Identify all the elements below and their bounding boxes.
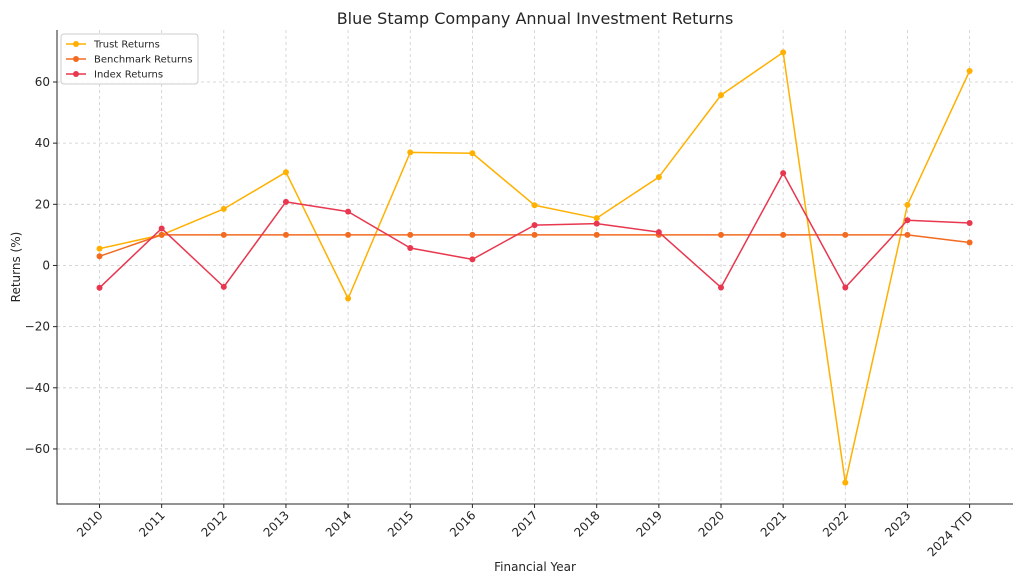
data-point [158,231,165,238]
data-point [966,239,973,246]
data-point [842,284,849,291]
data-point [842,479,849,486]
chart-title: Blue Stamp Company Annual Investment Ret… [337,9,734,28]
y-axis-label: Returns (%) [9,232,23,303]
series-index-returns [96,170,973,291]
grid-layer [57,30,1013,504]
data-point [469,256,476,263]
data-point [96,284,103,291]
legend-swatch-marker [73,71,79,77]
x-tick-label: 2014 [323,508,354,539]
series-benchmark-returns [96,231,973,260]
legend: Trust Returns Benchmark Returns Index Retu… [60,33,199,85]
y-tick-label: 20 [35,197,50,211]
data-point [345,231,352,238]
data-point [282,198,289,205]
y-tick-label: −20 [25,320,50,334]
data-point [780,231,787,238]
x-tick-label: 2013 [261,508,292,539]
data-point [904,201,911,208]
y-tick-label: 0 [42,258,50,272]
y-tick-label: 60 [35,75,50,89]
data-point [966,219,973,226]
data-point [345,208,352,215]
legend-label: Index Returns [94,70,163,81]
x-tick-label: 2017 [509,508,540,539]
data-point [655,174,662,181]
x-tick-label: 2016 [447,508,478,539]
legend-label: Benchmark Returns [94,55,193,66]
data-point [220,283,227,290]
y-tick-label: −60 [25,442,50,456]
data-point [282,231,289,238]
axes-layer [56,30,1013,505]
data-point [158,225,165,232]
data-point [718,92,724,99]
data-point [593,220,600,227]
data-point [407,149,414,156]
data-point [904,231,911,238]
data-point [780,170,787,177]
legend-label: Trust Returns [93,40,160,51]
data-point [655,229,662,236]
data-point [904,217,911,224]
data-point [407,245,414,252]
data-point [531,231,538,238]
x-tick-label: 2024 YTD [925,508,976,559]
legend-swatch-marker [73,56,79,62]
x-tick-label: 2019 [633,508,664,539]
legend-swatch-marker [73,41,79,47]
x-axis-label: Financial Year [494,560,576,574]
x-tick-label: 2023 [882,508,913,539]
y-tick-label: −40 [25,381,50,395]
data-point [531,222,538,229]
data-point [593,215,600,222]
data-point [96,245,103,252]
data-point [966,67,973,74]
data-point [469,231,476,238]
x-tick-label: 2011 [136,508,167,539]
data-point [220,205,227,212]
series-layer [96,49,973,486]
x-tick-label: 2012 [198,508,229,539]
ticks-layer: 2010 2011 2012 2013 2014 2015 2016 2017 2018 2019… [25,75,976,559]
data-point [345,295,352,302]
data-point [718,284,724,291]
data-point [780,49,787,56]
axis-spine [56,30,1013,505]
data-point [593,231,600,238]
x-tick-label: 2018 [571,508,602,539]
x-tick-label: 2015 [385,508,416,539]
data-point [531,202,538,209]
x-tick-label: 2020 [696,508,727,539]
y-tick-label: 40 [35,136,50,150]
legend-item: Trust Returns [66,40,160,51]
legend-item: Benchmark Returns [66,55,193,66]
data-point [469,150,476,157]
x-tick-label: 2021 [758,508,789,539]
data-point [718,231,724,238]
data-point [282,169,289,176]
data-point [220,231,227,238]
legend-item: Index Returns [66,70,163,81]
data-point [407,231,414,238]
data-point [96,253,103,260]
legend-box [60,33,199,85]
x-tick-label: 2010 [74,508,105,539]
x-tick-label: 2022 [820,508,851,539]
data-point [842,231,849,238]
